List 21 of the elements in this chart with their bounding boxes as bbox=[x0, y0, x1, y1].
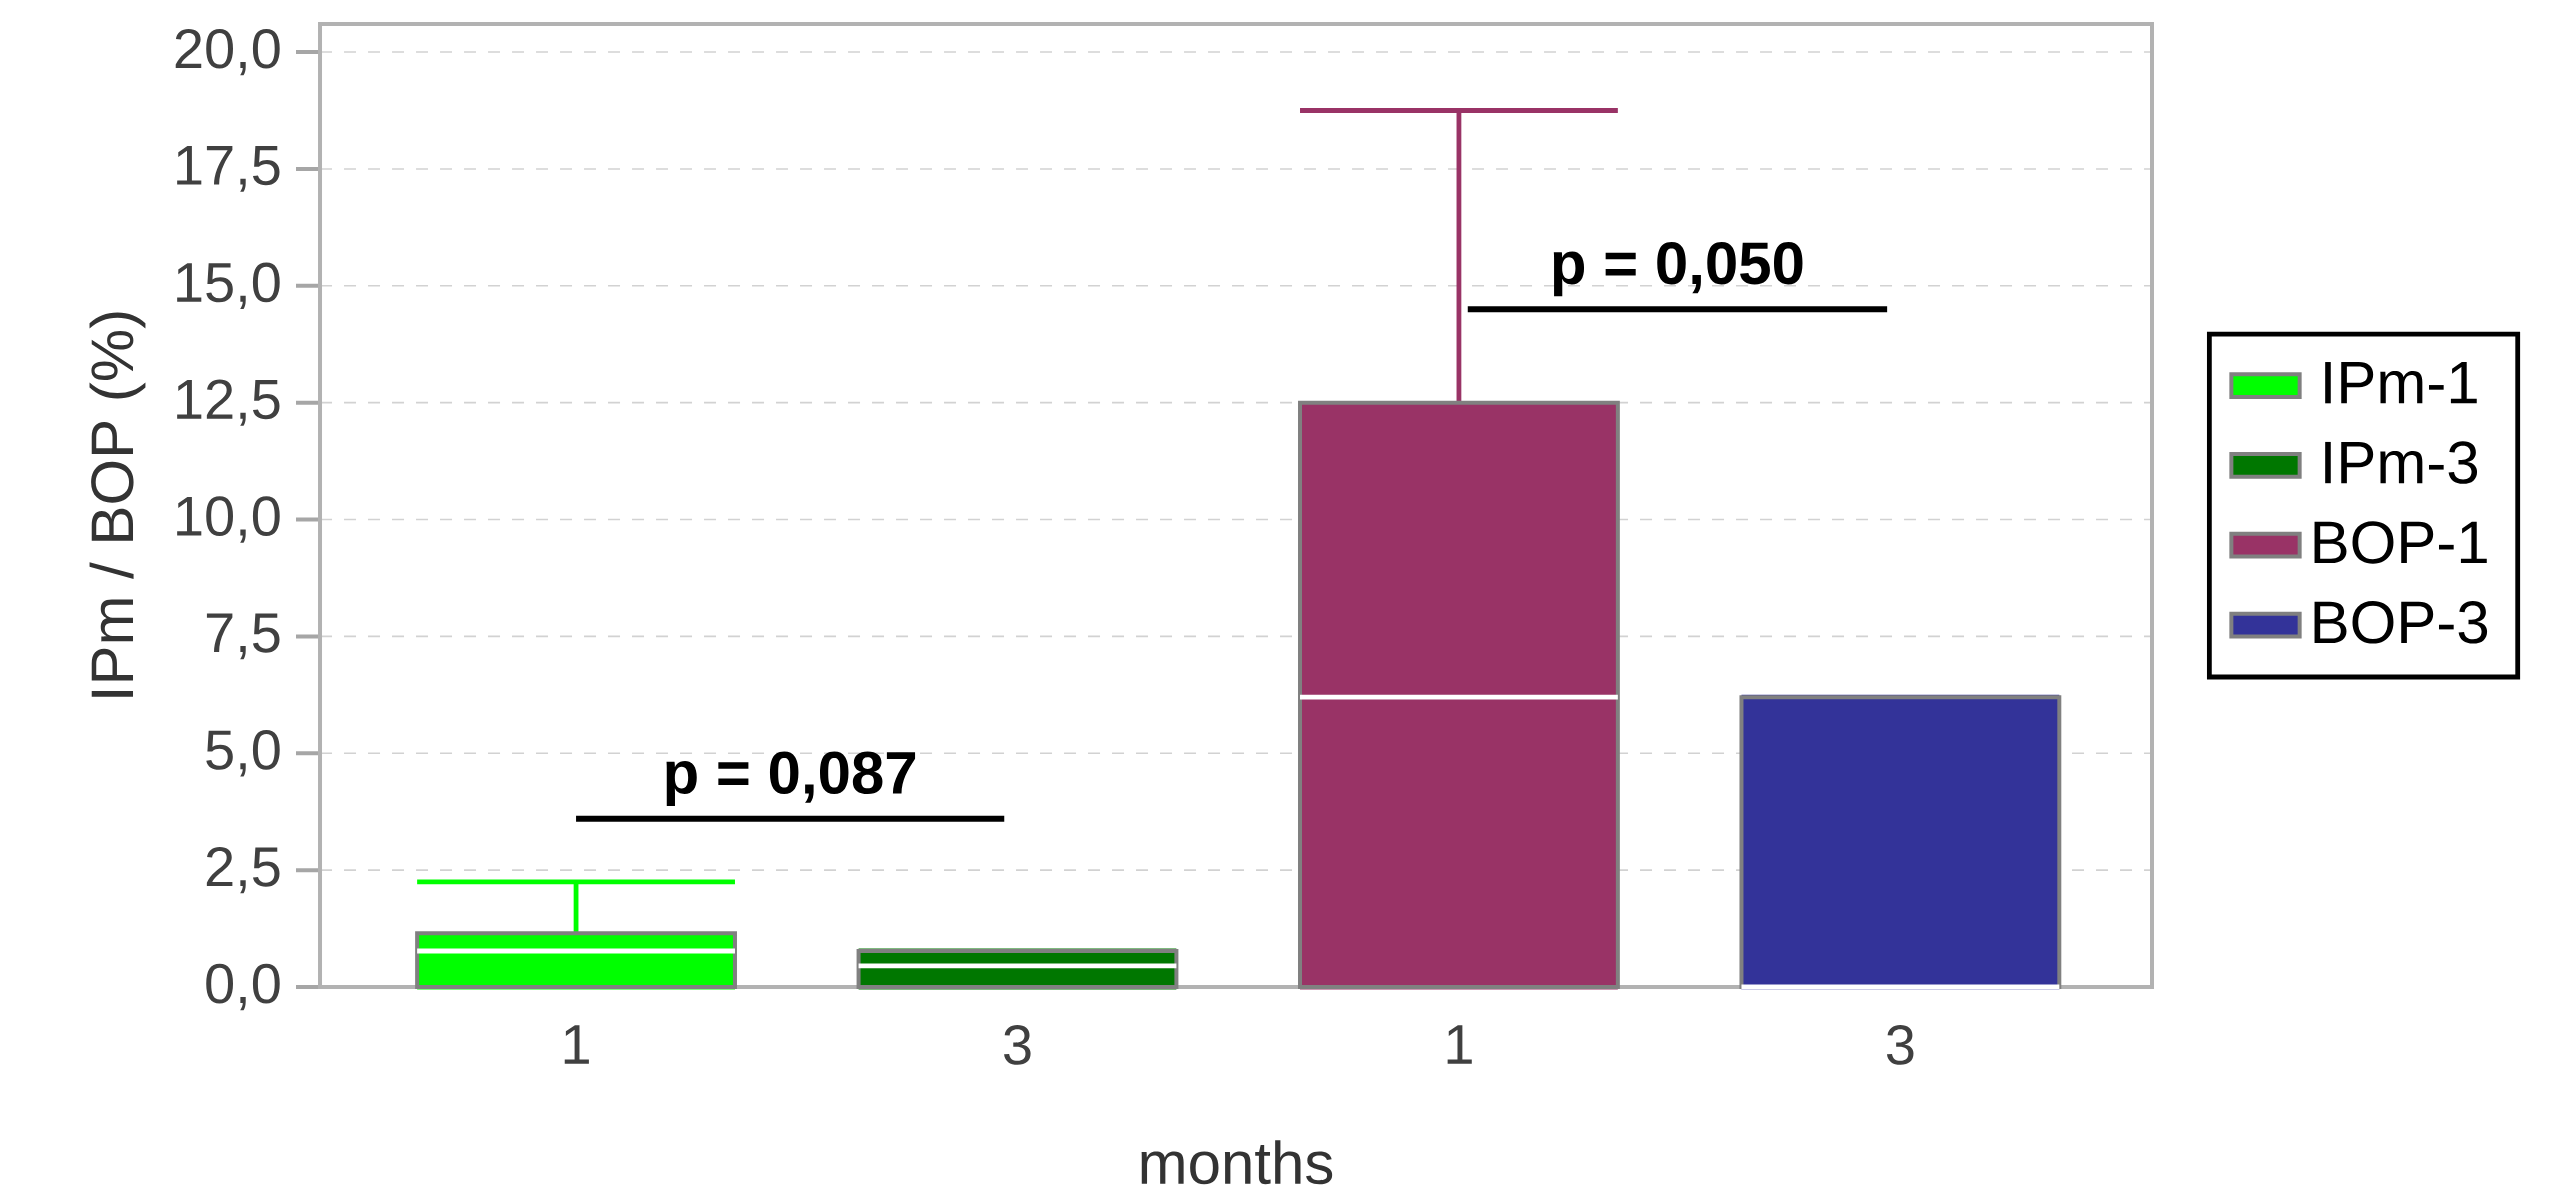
legend-label: IPm-3 bbox=[2325, 441, 2478, 484]
y-tick-label: 12,5 bbox=[177, 379, 280, 426]
legend-label: IPm-1 bbox=[2325, 362, 2477, 404]
annotation: p = 0,050 bbox=[1553, 242, 1803, 297]
x-tick-label: 1 bbox=[1447, 1025, 1472, 1064]
y-tick-label: 7,5 bbox=[206, 613, 280, 660]
y-tick-label: 10,0 bbox=[177, 496, 280, 543]
y-tick-label: 2,5 bbox=[206, 846, 280, 894]
y-axis-title: IPm / BOP (%) bbox=[89, 312, 146, 697]
legend-label: BOP-3 bbox=[2314, 601, 2488, 644]
y-tick-label: 17,5 bbox=[177, 146, 280, 192]
x-axis-title: months bbox=[1141, 1140, 1333, 1185]
x-tick-label: 3 bbox=[1886, 1025, 1914, 1065]
annotation: p = 0,087 bbox=[666, 751, 916, 806]
y-tick-label: 15,0 bbox=[177, 262, 280, 309]
legend-label: BOP-1 bbox=[2314, 521, 2487, 564]
y-tick-label: 0,0 bbox=[206, 963, 280, 1011]
x-tick-label: 3 bbox=[1004, 1025, 1031, 1065]
x-tick-label: 1 bbox=[564, 1025, 589, 1064]
y-tick-label: 5,0 bbox=[206, 730, 280, 777]
y-tick-label: 20,0 bbox=[175, 28, 280, 76]
